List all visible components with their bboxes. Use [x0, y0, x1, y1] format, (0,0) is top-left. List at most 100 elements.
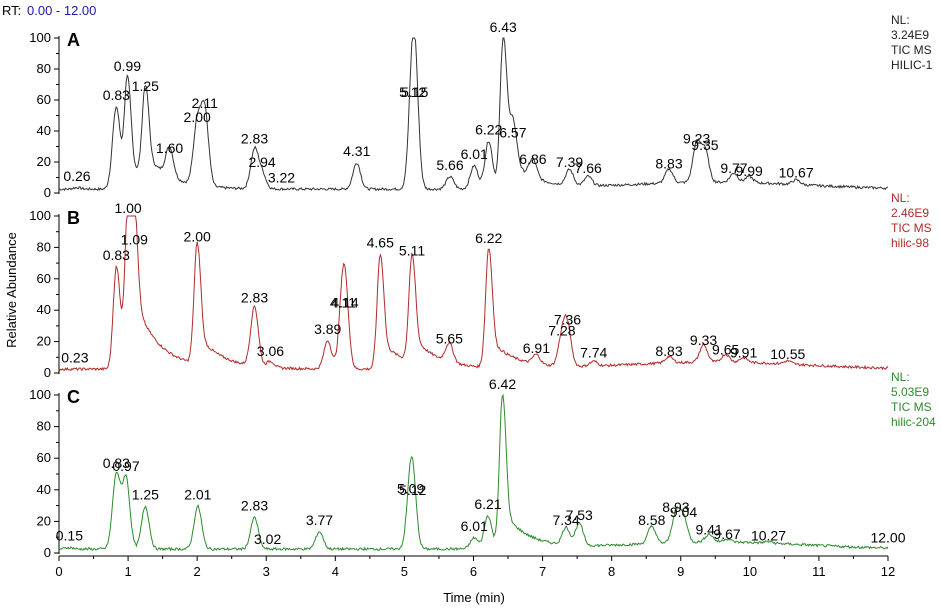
peak-label: 4.11 [330, 294, 356, 310]
peak-label: 2.83 [241, 498, 268, 514]
peak-label: 9.77 [720, 160, 747, 176]
panel-info-line: NL: [891, 370, 910, 384]
y-tick-label: 80 [37, 61, 51, 76]
panel-a: 0 20 40 60 80 100 A 0.26 0.83 0.99 1.25 1.602.002.1… [29, 13, 932, 200]
y-tick-label: 20 [37, 334, 51, 349]
peak-label: 5.15 [401, 84, 428, 100]
peak-label: 3.77 [306, 512, 333, 528]
x-tick-label: 7 [539, 564, 546, 579]
peak-label: 12.00 [870, 529, 905, 545]
peak-label: 6.57 [499, 124, 526, 140]
x-tick-label: 6 [470, 564, 477, 579]
peak-label: 2.01 [184, 487, 211, 503]
peak-label: 1.25 [132, 78, 159, 94]
peak-label: 9.41 [695, 521, 722, 537]
peak-label: 7.34 [552, 512, 579, 528]
panel-info-line: hilic-98 [891, 236, 929, 250]
peak-label: 8.83 [655, 155, 682, 171]
peak-label: 8.58 [638, 512, 665, 528]
panel-info-line: NL: [891, 191, 910, 205]
y-axis-label: Relative Abundance [4, 232, 19, 348]
panel-b: 0 20 40 60 80 100 B 0.23 0.83 1.00 1.09 2.00 2.83 3.0… [29, 191, 931, 380]
peak-label: 0.15 [56, 528, 83, 544]
peak-label: 3.02 [254, 531, 281, 547]
peak-label: 6.42 [489, 376, 516, 392]
peak-label: 6.86 [519, 151, 546, 167]
panel-info-line: TIC MS [891, 43, 932, 57]
peak-label: 7.28 [548, 323, 575, 339]
peak-label: 2.00 [184, 228, 211, 244]
x-axis-label: Time (min) [443, 590, 505, 605]
peak-label: 8.93 [662, 499, 689, 515]
panel-info-line: TIC MS [891, 221, 932, 235]
rt-label: RT: [2, 3, 21, 18]
peak-label: 9.99 [736, 163, 763, 179]
panel-info-line: 2.46E9 [891, 206, 929, 220]
panel-info-line: hilic-204 [891, 415, 936, 429]
peak-label: 0.83 [103, 455, 130, 471]
peak-label: 7.66 [575, 160, 602, 176]
x-tick-label: 5 [401, 564, 408, 579]
y-tick-label: 40 [37, 482, 51, 497]
peak-label: 2.83 [241, 131, 268, 147]
rt-range: 0.00 - 12.00 [27, 3, 96, 18]
x-tick-label: 11 [812, 564, 826, 579]
y-tick-label: 40 [37, 123, 51, 138]
peak-label: 3.22 [268, 169, 295, 185]
x-tick-label: 2 [194, 564, 201, 579]
peak-label: 2.00 [184, 109, 211, 125]
peak-label: 6.91 [523, 340, 550, 356]
peak-label: 9.91 [730, 345, 757, 361]
peak-label: 9.33 [690, 332, 717, 348]
peak-label: 6.22 [475, 230, 502, 246]
panel-info-line: 3.24E9 [891, 28, 929, 42]
peak-label: 4.65 [367, 235, 394, 251]
chromatogram-trace [58, 393, 889, 552]
peak-label: 4.14 [331, 294, 358, 310]
peak-label: 1.00 [114, 200, 141, 216]
peak-label: 0.99 [114, 58, 141, 74]
x-tick-label: 3 [263, 564, 270, 579]
peak-label: 9.35 [691, 137, 718, 153]
peak-label: 6.01 [461, 146, 488, 162]
peak-label: 0.26 [63, 168, 90, 184]
peak-label: 5.09 [397, 480, 424, 496]
peak-label: 2.94 [248, 154, 275, 170]
y-tick-label: 40 [37, 302, 51, 317]
peak-label: 7.74 [580, 345, 607, 361]
panel-letter: A [67, 30, 80, 50]
panel-info-line: TIC MS [891, 400, 932, 414]
x-tick-label: 10 [743, 564, 757, 579]
peak-label: 7.39 [556, 154, 583, 170]
peak-label: 6.22 [475, 121, 502, 137]
x-tick-label: 12 [881, 564, 895, 579]
y-tick-label: 60 [37, 92, 51, 107]
peak-label: 9.04 [670, 504, 697, 520]
peak-label: 10.27 [751, 528, 786, 544]
panel-info-line: HILIC-1 [891, 58, 933, 72]
y-tick-label: 0 [44, 365, 51, 380]
chromatogram-trace [58, 215, 889, 372]
y-tick-label: 60 [37, 450, 51, 465]
panel-letter: C [67, 387, 80, 407]
x-tick-label: 8 [608, 564, 615, 579]
peak-label: 6.43 [490, 19, 517, 35]
y-tick-label: 100 [29, 387, 51, 402]
peak-label: 1.60 [156, 140, 183, 156]
peak-label: 5.65 [436, 330, 463, 346]
y-tick-label: 80 [37, 239, 51, 254]
peak-label: 2.11 [192, 95, 218, 111]
x-tick-label: 0 [55, 564, 62, 579]
peak-label: 5.11 [399, 243, 425, 259]
panel-c: 0 20 40 60 80 100 C 0.15 0.830.97 1.25 2.01 2.83 3.0… [29, 370, 936, 560]
panel-info-line: 5.03E9 [891, 385, 929, 399]
x-tick-label: 9 [677, 564, 684, 579]
peak-label: 4.31 [343, 143, 370, 159]
peak-label: 1.09 [121, 232, 148, 248]
peak-label: 6.01 [461, 518, 488, 534]
peak-label: 0.23 [61, 349, 88, 365]
x-tick-label: 1 [124, 564, 131, 579]
chromatogram-trace [58, 37, 889, 192]
peak-label: 8.83 [655, 343, 682, 359]
